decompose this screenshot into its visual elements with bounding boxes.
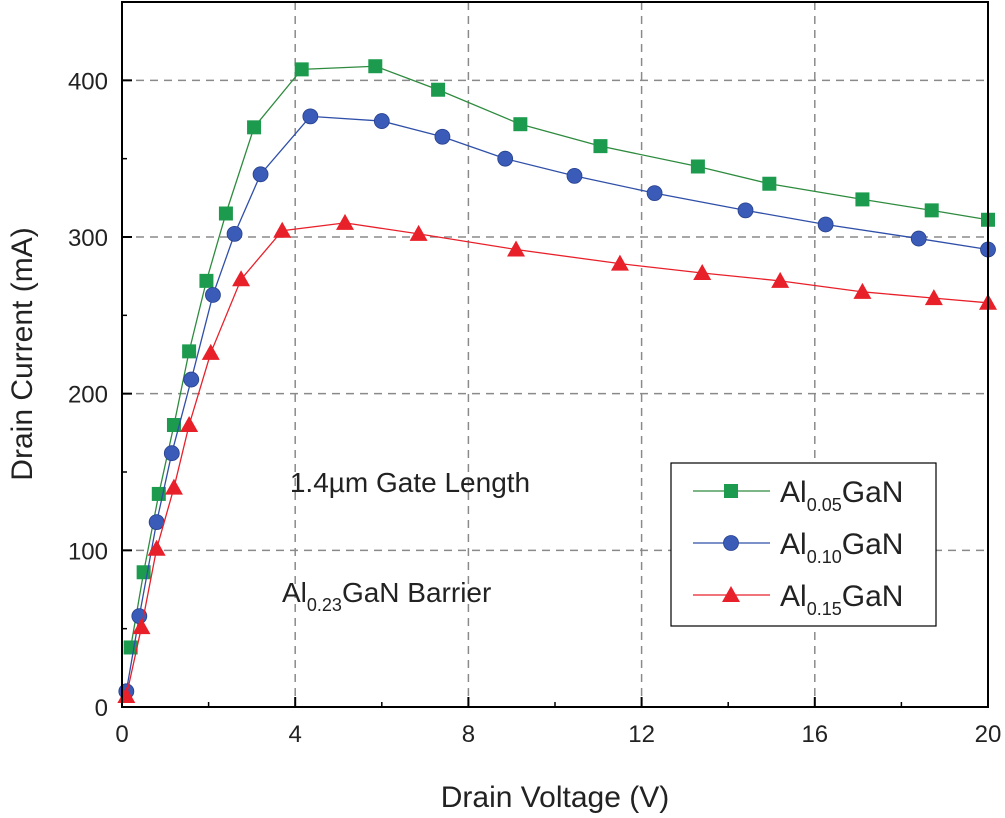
data-point <box>910 230 927 247</box>
data-point <box>273 221 292 238</box>
data-point <box>507 240 526 257</box>
annotation-barrier: Al0.23GaN Barrier <box>282 577 491 615</box>
data-point <box>247 120 262 135</box>
data-point <box>147 539 166 556</box>
legend-label-suffix: GaN <box>842 528 904 561</box>
data-point <box>853 282 872 299</box>
data-point <box>924 203 939 218</box>
y-tick-label: 0 <box>95 695 108 722</box>
legend-entry: Al0.10GaN <box>693 528 903 567</box>
data-point <box>163 445 180 462</box>
data-point <box>252 166 269 183</box>
data-point <box>199 273 214 288</box>
legend-label-suffix: GaN <box>842 476 904 509</box>
data-point <box>148 514 165 531</box>
data-point <box>205 287 221 303</box>
data-point <box>513 117 528 132</box>
data-point <box>180 416 199 432</box>
data-point <box>232 270 251 287</box>
x-tick-label: 4 <box>289 721 302 748</box>
data-point <box>226 225 243 242</box>
legend-label-suffix: GaN <box>842 580 904 613</box>
legend-marker <box>724 484 738 498</box>
legend-label: Al0.10GaN <box>780 528 903 567</box>
data-point <box>164 478 183 495</box>
legend-label-sub: 0.15 <box>807 599 842 619</box>
data-point <box>771 271 790 288</box>
y-tick-label: 200 <box>68 382 108 409</box>
data-point <box>762 176 777 191</box>
data-point <box>924 289 943 306</box>
x-tick-label: 16 <box>801 721 828 748</box>
series-line <box>130 65 989 648</box>
series-layer <box>117 59 997 704</box>
legend-label: Al0.15GaN <box>780 580 903 619</box>
data-point <box>201 343 220 360</box>
data-point <box>409 224 428 241</box>
data-point <box>335 213 354 230</box>
y-tick-label: 400 <box>68 68 108 95</box>
x-tick-label: 20 <box>975 721 1002 748</box>
data-point <box>182 344 197 359</box>
legend-label-prefix: Al <box>780 528 807 561</box>
legend-entry: Al0.05GaN <box>693 476 903 515</box>
data-point <box>610 254 629 271</box>
data-point <box>434 128 451 145</box>
legend-label-prefix: Al <box>780 476 807 509</box>
data-point <box>368 59 383 74</box>
series-line <box>125 115 989 692</box>
data-point <box>855 192 870 207</box>
y-axis-title: Drain Current (mA) <box>6 227 39 480</box>
legend-entry: Al0.15GaN <box>693 580 903 619</box>
data-point <box>690 159 705 174</box>
annotation-gate-length: 1.4µm Gate Length <box>290 467 530 498</box>
data-point <box>497 150 514 167</box>
annotation-barrier-sub: 0.23 <box>307 595 342 615</box>
data-point <box>593 139 608 154</box>
data-point <box>166 418 181 432</box>
y-tick-label: 300 <box>68 225 108 252</box>
data-point <box>302 108 319 125</box>
legend-marker <box>723 535 739 551</box>
x-axis-title: Drain Voltage (V) <box>441 781 669 814</box>
y-tick-label: 100 <box>68 538 108 565</box>
data-point <box>294 62 309 77</box>
legend-box <box>670 462 937 627</box>
data-point <box>646 185 663 202</box>
data-point <box>373 113 390 129</box>
data-point <box>566 167 583 184</box>
data-point <box>218 206 233 221</box>
legend-marker <box>722 586 740 602</box>
x-tick-label: 0 <box>115 721 128 748</box>
data-point <box>431 82 446 97</box>
data-point <box>737 202 754 219</box>
data-point <box>132 618 151 635</box>
legend-label: Al0.05GaN <box>780 476 903 515</box>
series-triangle <box>117 213 997 704</box>
legend-label-sub: 0.05 <box>807 495 842 515</box>
data-point <box>183 371 200 388</box>
x-tick-label: 8 <box>462 721 475 748</box>
annotation-barrier-prefix: Al <box>282 577 307 608</box>
annotation-barrier-suffix: GaN Barrier <box>342 577 491 608</box>
x-tick-label: 12 <box>628 721 655 748</box>
data-point <box>817 216 834 233</box>
legend-label-sub: 0.10 <box>807 547 842 567</box>
data-point <box>693 264 712 281</box>
legend-label-prefix: Al <box>780 580 807 613</box>
